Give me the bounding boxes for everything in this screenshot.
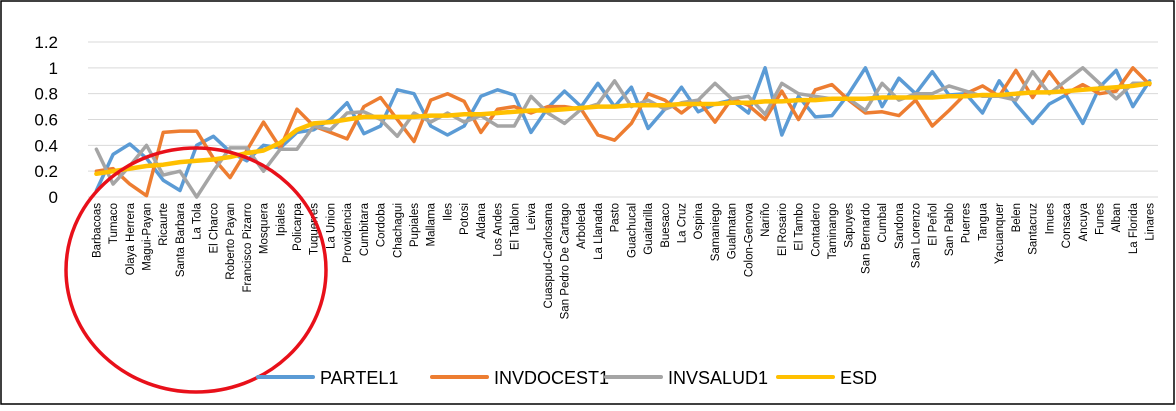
x-tick-label: Tangua	[977, 202, 989, 240]
x-tick-label: Contadero	[810, 203, 822, 257]
x-tick-label: Barbacoas	[91, 203, 103, 258]
y-tick-label: 0.8	[34, 85, 58, 104]
x-tick-label: San Bernardo	[860, 203, 872, 274]
x-tick-label: Gualmatan	[727, 203, 739, 259]
x-tick-label: Funes	[1094, 203, 1106, 235]
x-tick-label: Cuaspud-Carlosama	[543, 202, 555, 308]
x-tick-label: La Florida	[1128, 202, 1140, 254]
x-tick-label: Ipiales	[275, 203, 287, 236]
y-tick-label: 1	[49, 59, 58, 78]
x-tick-label: Cordoba	[376, 202, 388, 247]
x-tick-label: San Lorenzo	[911, 203, 923, 268]
x-tick-label: El Peñol	[927, 203, 939, 246]
series-line-esd	[94, 81, 1152, 177]
x-tick-label: La Llanada	[593, 202, 605, 260]
x-tick-label: Taminango	[827, 203, 839, 259]
x-tick-label: Sapuyes	[844, 203, 856, 248]
x-tick-label: Buesaco	[660, 203, 672, 248]
x-tick-label: Iles	[442, 203, 454, 221]
x-tick-label: Puerres	[961, 203, 973, 244]
x-tick-label: El Tambo	[794, 203, 806, 251]
x-tick-label: Olaya Herrera	[125, 202, 137, 275]
x-tick-label: Pasto	[610, 203, 622, 232]
x-tick-label: Leiva	[526, 202, 538, 230]
y-tick-label: 0.2	[34, 162, 58, 181]
legend-label: INVDOCEST1	[494, 368, 609, 388]
x-tick-label: Ricaurte	[158, 203, 170, 246]
y-tick-label: 0.4	[34, 136, 58, 155]
x-axis-ticks: Barbacoas Tumaco Olaya Herrera Magui-Payan R…	[91, 202, 1156, 319]
x-tick-label: La Tola	[192, 202, 204, 239]
legend-label: ESD	[840, 368, 877, 388]
y-tick-label: 1.2	[34, 33, 58, 52]
x-tick-label: Belen	[1011, 203, 1023, 232]
x-tick-label: El Rosario	[777, 203, 789, 256]
x-tick-label: Consaca	[1061, 202, 1073, 248]
legend-label: INVSALUD1	[668, 368, 768, 388]
x-tick-label: Yacuanquer	[994, 203, 1006, 264]
series-lines	[94, 66, 1152, 199]
x-tick-label: Arboleda	[576, 202, 588, 249]
series-line-invdocest1	[94, 66, 1152, 198]
x-tick-label: Samaniego	[710, 203, 722, 261]
x-tick-label: Los Andes	[493, 203, 505, 257]
x-tick-label: Guaitarilla	[643, 202, 655, 254]
x-tick-label: Providencia	[342, 202, 354, 263]
x-tick-label: Ancuya	[1078, 202, 1090, 241]
x-tick-label: Santacruz	[1028, 203, 1040, 255]
x-tick-label: Colon-Genova	[743, 202, 755, 277]
x-tick-label: Mosquera	[259, 202, 271, 254]
x-tick-label: La Cruz	[677, 203, 689, 244]
x-tick-label: Ospina	[693, 202, 705, 239]
x-tick-label: Aldana	[476, 202, 488, 238]
x-tick-label: Chachagui	[392, 203, 404, 258]
highlight-ellipse	[64, 146, 328, 394]
x-tick-label: Francisco Pizarro	[242, 203, 254, 292]
x-tick-label: Policarpa	[292, 202, 304, 251]
x-tick-label: Alban	[1111, 203, 1123, 232]
x-tick-label: Roberto Payan	[225, 203, 237, 280]
x-tick-label: Cumbitara	[359, 202, 371, 256]
x-tick-label: Sandona	[894, 202, 906, 249]
x-tick-label: Tumaco	[108, 203, 120, 244]
x-tick-label: San Pedro De Cartago	[559, 203, 571, 319]
x-tick-label: La Union	[325, 203, 337, 249]
y-tick-label: 0.6	[34, 111, 58, 130]
legend: PARTEL1 INVDOCEST1 INVSALUD1 ESD	[256, 368, 877, 388]
x-tick-label: Potosi	[459, 203, 471, 235]
x-tick-label: Guachucal	[626, 203, 638, 258]
y-axis-ticks: 0 0.2 0.4 0.6 0.8 1 1.2	[34, 33, 58, 207]
x-tick-label: Cumbal	[877, 203, 889, 243]
x-tick-label: Nariño	[760, 203, 772, 237]
x-tick-label: Santa Barbara	[175, 202, 187, 277]
x-tick-label: Linares	[1145, 203, 1157, 241]
legend-label: PARTEL1	[320, 368, 398, 388]
y-tick-label: 0	[49, 188, 58, 207]
x-tick-label: El Tablon	[509, 203, 521, 250]
x-tick-label: San Pablo	[944, 203, 956, 256]
x-tick-label: Mallama	[426, 202, 438, 246]
x-tick-label: Magui-Payan	[142, 203, 154, 271]
x-tick-label: El Charco	[208, 203, 220, 254]
x-tick-label: Pupiales	[409, 203, 421, 247]
x-tick-label: Imues	[1044, 203, 1056, 235]
